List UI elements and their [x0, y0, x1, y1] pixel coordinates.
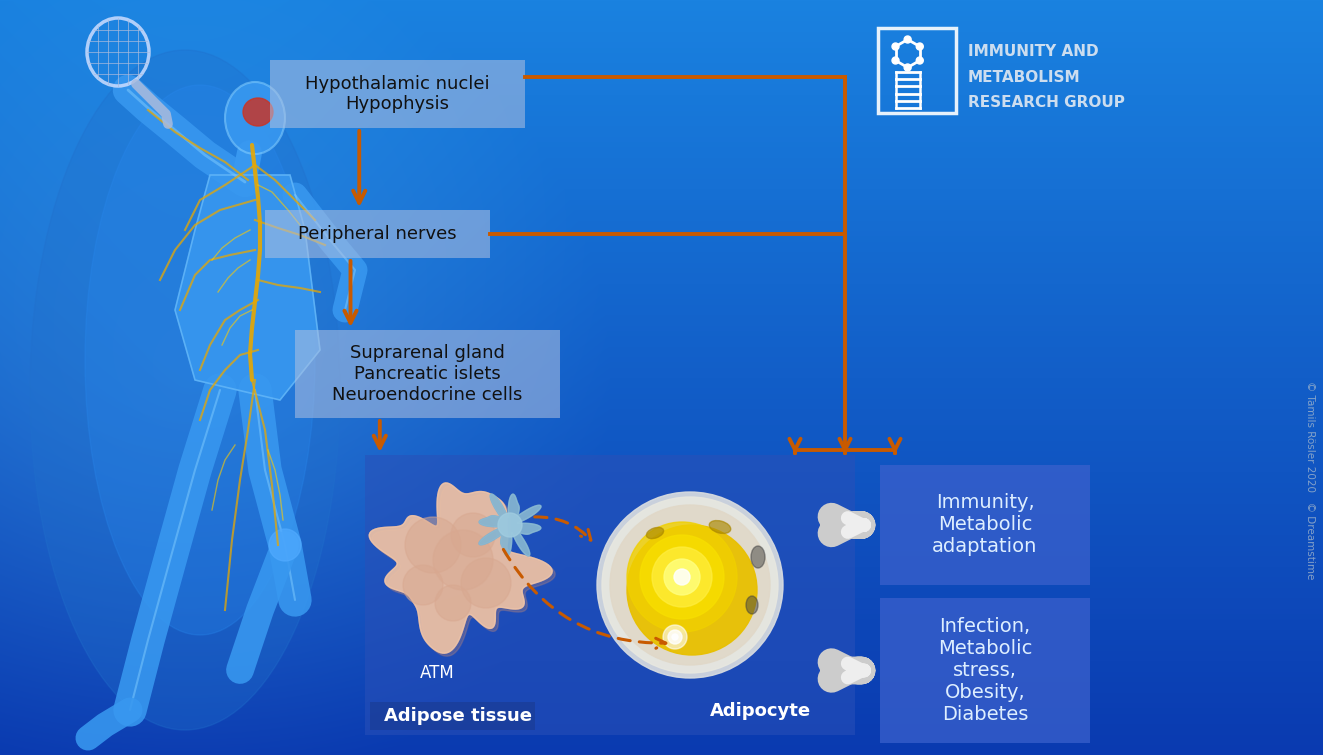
Text: Suprarenal gland
Pancreatic islets
Neuroendocrine cells: Suprarenal gland Pancreatic islets Neuro… — [332, 344, 523, 404]
Circle shape — [917, 57, 923, 64]
Text: RESEARCH GROUP: RESEARCH GROUP — [968, 95, 1125, 110]
Circle shape — [597, 492, 783, 678]
Text: Peripheral nerves: Peripheral nerves — [298, 225, 456, 243]
Circle shape — [652, 547, 712, 607]
Circle shape — [269, 529, 302, 561]
Text: Infection,
Metabolic
stress,
Obesity,
Diabetes: Infection, Metabolic stress, Obesity, Di… — [938, 617, 1032, 724]
Text: © Tamils Rösler 2020   © Dreamstime: © Tamils Rösler 2020 © Dreamstime — [1304, 381, 1315, 579]
Polygon shape — [175, 175, 320, 400]
FancyArrowPatch shape — [246, 153, 250, 172]
FancyBboxPatch shape — [295, 330, 560, 418]
Circle shape — [640, 535, 724, 619]
Circle shape — [672, 634, 677, 640]
Circle shape — [904, 64, 912, 71]
FancyBboxPatch shape — [365, 455, 855, 735]
Circle shape — [904, 36, 912, 43]
FancyBboxPatch shape — [880, 598, 1090, 743]
Ellipse shape — [746, 596, 758, 614]
Ellipse shape — [85, 85, 315, 635]
Circle shape — [663, 625, 687, 649]
Ellipse shape — [226, 83, 284, 153]
Circle shape — [664, 559, 700, 595]
Circle shape — [404, 565, 443, 605]
Circle shape — [451, 513, 495, 557]
Polygon shape — [369, 483, 552, 653]
FancyBboxPatch shape — [370, 702, 534, 730]
Ellipse shape — [647, 528, 664, 538]
FancyBboxPatch shape — [880, 465, 1090, 585]
Polygon shape — [369, 483, 552, 653]
Ellipse shape — [751, 546, 765, 568]
Circle shape — [433, 530, 493, 590]
Text: METABOLISM: METABOLISM — [968, 69, 1081, 85]
Polygon shape — [372, 486, 556, 656]
FancyBboxPatch shape — [270, 60, 525, 128]
Circle shape — [627, 522, 737, 632]
Ellipse shape — [243, 98, 273, 126]
Circle shape — [627, 525, 757, 655]
Text: Adipocyte: Adipocyte — [709, 702, 811, 720]
Circle shape — [460, 558, 511, 608]
Circle shape — [673, 569, 691, 585]
Text: ATM: ATM — [419, 664, 454, 682]
Circle shape — [917, 43, 923, 50]
Polygon shape — [479, 494, 541, 556]
Circle shape — [892, 43, 900, 50]
Text: Adipose tissue: Adipose tissue — [384, 707, 532, 725]
Circle shape — [602, 497, 778, 673]
Text: Immunity,
Metabolic
adaptation: Immunity, Metabolic adaptation — [933, 494, 1037, 556]
Text: Hypothalamic nuclei
Hypophysis: Hypothalamic nuclei Hypophysis — [306, 75, 490, 113]
FancyBboxPatch shape — [265, 210, 490, 258]
Circle shape — [892, 57, 900, 64]
Ellipse shape — [30, 50, 340, 730]
Circle shape — [435, 585, 471, 621]
Polygon shape — [479, 494, 541, 556]
Circle shape — [497, 513, 523, 537]
Circle shape — [668, 630, 681, 644]
Circle shape — [405, 517, 460, 573]
Circle shape — [610, 505, 770, 665]
Text: IMMUNITY AND: IMMUNITY AND — [968, 45, 1098, 60]
Ellipse shape — [709, 520, 730, 534]
